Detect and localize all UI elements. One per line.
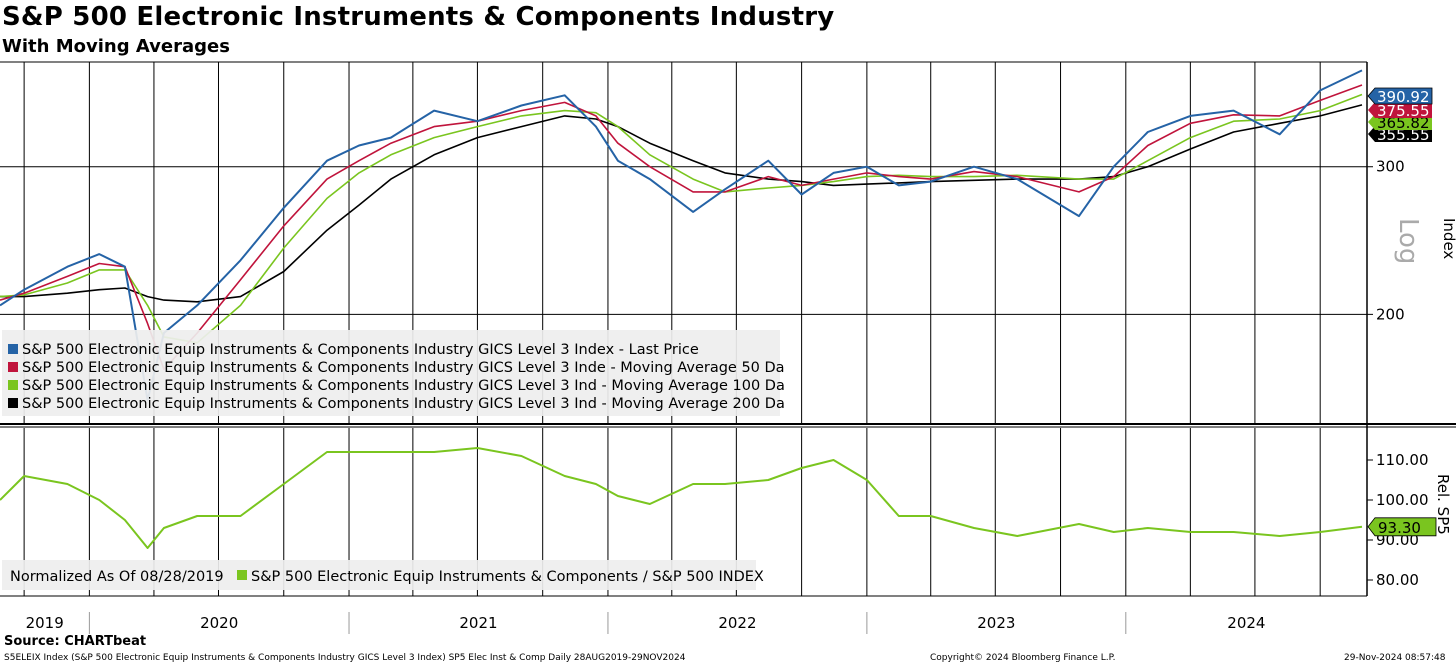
upper-y-tick-label: 200 [1376,305,1405,323]
x-year-label: 2019 [26,614,64,632]
lower-legend-note: Normalized As Of 08/28/2019 [10,569,224,585]
upper-axis-title: Index [1440,218,1456,259]
x-year-label: 2021 [459,614,497,632]
last-value-label: 375.55 [1377,102,1430,120]
footer-copyright: Copyright© 2024 Bloomberg Finance L.P. [930,653,1116,663]
source-note: Source: CHARTbeat [4,634,147,649]
series-line-ma200 [0,104,1363,303]
lower-axis-title: Rel. SP5 [1434,474,1452,535]
upper-legend-background [2,330,780,416]
lower-last-value-label: 93.30 [1378,519,1421,537]
last-value-label: 390.92 [1377,88,1430,106]
lower-legend-background [2,560,756,590]
lower-y-tick-label: 100.00 [1376,491,1429,509]
last-value-marker [1367,87,1433,105]
legend-swatch-relative [237,570,247,580]
footer-timestamp: 29-Nov-2024 08:57:48 [1344,653,1446,663]
legend-swatch-ma50 [8,362,18,372]
last-value-marker [1368,102,1432,118]
lower-y-tick-label: 110.00 [1376,451,1429,469]
x-year-label: 2023 [977,614,1015,632]
upper-legend: S&P 500 Electronic Equip Instruments & C… [2,330,785,416]
x-year-label: 2020 [200,614,238,632]
series-line-ma100 [0,93,1363,344]
lower-series-lines [0,447,1363,549]
lower-legend: Normalized As Of 08/28/2019 S&P 500 Elec… [2,560,764,590]
lower-y-tick-label: 80.00 [1376,571,1419,589]
lower-last-value-marker [1367,517,1437,537]
legend-swatch-price [8,344,18,354]
legend-entry-ma200: S&P 500 Electronic Equip Instruments & C… [22,396,785,412]
legend-swatch-ma100 [8,380,18,390]
legend-entry-price: S&P 500 Electronic Equip Instruments & C… [22,342,699,358]
chart-title: S&P 500 Electronic Instruments & Compone… [2,2,835,32]
footer-description: S5ELEIX Index (S&P 500 Electronic Equip … [4,653,686,663]
x-year-label: 2024 [1227,614,1265,632]
legend-entry-relative: S&P 500 Electronic Equip Instruments & C… [251,569,764,585]
legend-entry-ma50: S&P 500 Electronic Equip Instruments & C… [22,360,785,376]
upper-y-tick-label: 300 [1376,158,1405,176]
last-value-label: 355.55 [1377,126,1430,144]
x-year-label: 2022 [718,614,756,632]
series-line-relative [0,447,1363,549]
chart-subtitle: With Moving Averages [2,36,230,57]
last-value-label: 365.82 [1377,114,1430,132]
axes [0,61,1456,634]
legend-entry-ma100: S&P 500 Electronic Equip Instruments & C… [22,378,785,394]
log-scale-label: Log [1393,218,1423,264]
legend-swatch-ma200 [8,398,18,408]
series-line-price [0,69,1363,402]
